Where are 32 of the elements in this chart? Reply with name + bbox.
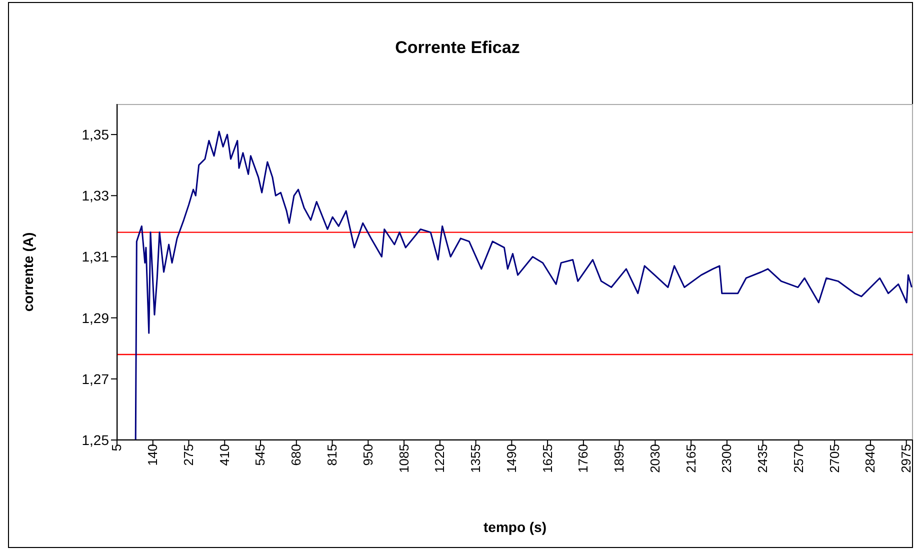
- x-tick-label: 680: [288, 444, 304, 466]
- x-tick-label: 1625: [540, 444, 555, 473]
- x-tick-label: 275: [180, 444, 196, 466]
- x-tick-label: 2300: [719, 444, 734, 473]
- y-tick-label: 1,35: [82, 126, 110, 143]
- x-tick-label: 1355: [468, 444, 484, 473]
- x-tick-label: 2435: [755, 444, 770, 473]
- x-tick-label: 815: [324, 444, 340, 466]
- x-tick-label: 950: [360, 444, 376, 466]
- x-tick-label: 2030: [647, 444, 662, 473]
- y-tick-label: 1,29: [82, 310, 110, 326]
- x-tick-label: 2570: [790, 444, 806, 473]
- chart-title: Corrente Eficaz: [394, 38, 521, 58]
- x-tick-label: 1760: [576, 444, 591, 473]
- x-tick-label: 1895: [612, 444, 627, 473]
- x-tick-label: 140: [145, 444, 160, 466]
- x-tick-label: 1490: [504, 444, 519, 473]
- y-tick-label: 1,27: [82, 370, 110, 387]
- x-tick-label: 1085: [396, 444, 412, 473]
- x-tick-label: 1220: [432, 444, 448, 473]
- x-tick-label: 410: [216, 444, 232, 466]
- x-tick-label: 2705: [826, 444, 842, 473]
- x-axis-title: tempo (s): [484, 519, 546, 535]
- y-tick-label: 1,33: [82, 188, 110, 204]
- x-tick-label: 545: [252, 444, 268, 466]
- x-tick-label: 5: [109, 444, 124, 452]
- x-tick-label: 2165: [683, 444, 698, 473]
- y-axis-title: corrente (A): [20, 232, 36, 312]
- y-tick-label: 1,25: [82, 432, 110, 448]
- x-tick-label: 2840: [862, 444, 878, 473]
- x-tick-label: 2975: [898, 444, 914, 473]
- y-tick-label: 1,31: [82, 248, 110, 265]
